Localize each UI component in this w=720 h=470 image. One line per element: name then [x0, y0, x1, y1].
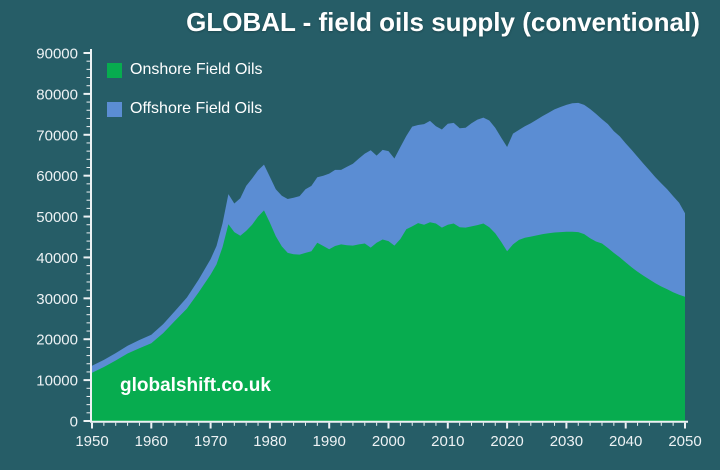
y-tick-label: 20000 [36, 332, 78, 349]
onshore-swatch-icon [107, 62, 122, 78]
y-tick-label: 30000 [36, 291, 78, 308]
x-tick-label: 1970 [194, 433, 227, 450]
y-tick-label: 80000 [36, 86, 78, 103]
legend-item-onshore: Onshore Field Oils [107, 62, 263, 78]
y-tick-label: 90000 [36, 46, 78, 63]
x-tick-label: 1990 [313, 433, 346, 450]
x-tick-label: 2000 [372, 433, 405, 450]
chart-title: GLOBAL - field oils supply (conventional… [186, 7, 700, 37]
legend-item-offshore: Offshore Field Oils [107, 101, 263, 117]
y-tick-label: 70000 [36, 127, 78, 144]
onshore-area [92, 210, 685, 421]
legend: Onshore Field Oils Offshore Field Oils [107, 62, 263, 140]
x-tick-label: 2040 [609, 433, 642, 450]
x-tick-label: 2030 [550, 433, 583, 450]
y-tick-label: 0 [70, 414, 78, 431]
y-tick-label: 40000 [36, 250, 78, 267]
legend-label-onshore: Onshore Field Oils [130, 61, 263, 78]
x-tick-label: 1980 [253, 433, 286, 450]
x-tick-label: 2020 [490, 433, 523, 450]
y-tick-label: 10000 [36, 373, 78, 390]
y-tick-label: 50000 [36, 209, 78, 226]
x-tick-label: 2050 [668, 433, 701, 450]
x-tick-label: 2010 [431, 433, 464, 450]
x-tick-label: 1960 [135, 433, 168, 450]
x-tick-label: 1950 [75, 433, 108, 450]
watermark: globalshift.co.uk [120, 375, 271, 396]
offshore-swatch-icon [107, 101, 122, 117]
y-tick-label: 60000 [36, 168, 78, 185]
legend-label-offshore: Offshore Field Oils [130, 100, 263, 117]
